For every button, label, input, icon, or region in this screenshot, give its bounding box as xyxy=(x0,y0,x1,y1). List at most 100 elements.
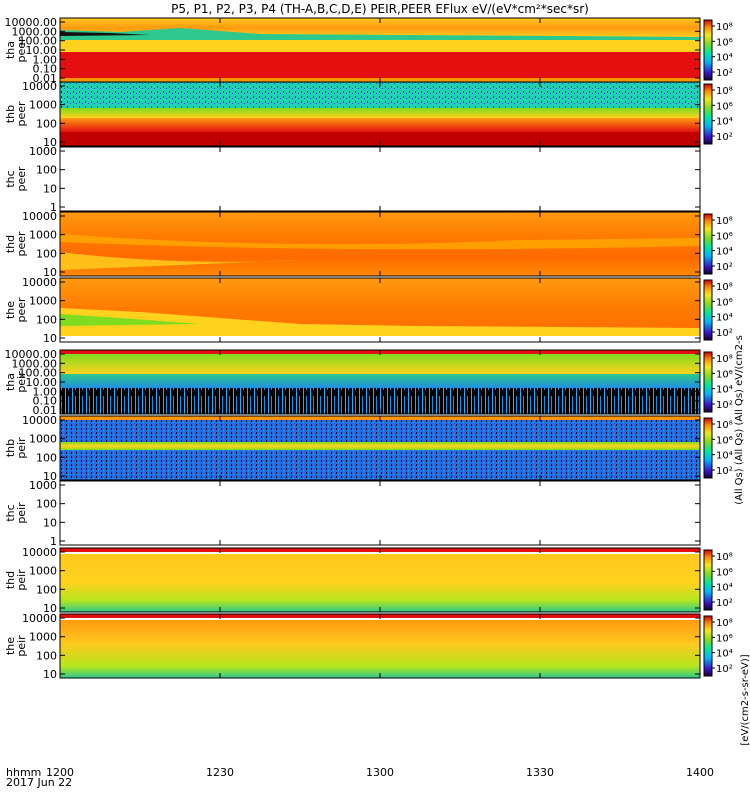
panel-probe-label: tha xyxy=(4,41,17,59)
panel-frame xyxy=(59,146,701,212)
colorbar xyxy=(703,549,713,611)
panel-species-label: peer xyxy=(15,37,28,63)
x-tick-label: 1300 xyxy=(366,766,394,779)
colorbar-tick-label: 10⁸ xyxy=(716,420,733,431)
y-tick-label: 10 xyxy=(43,266,57,279)
panel-probe-label: thc xyxy=(4,170,17,187)
panel-frame xyxy=(59,480,701,546)
y-tick-label: 10000 xyxy=(22,612,57,625)
panel-species-label: peer xyxy=(15,297,28,323)
energy-band xyxy=(60,108,700,118)
y-tick-label: 0.10 xyxy=(33,63,58,76)
energy-band xyxy=(60,40,700,52)
x-tick-label: 1400 xyxy=(686,766,714,779)
energy-band xyxy=(60,374,700,388)
y-tick-label: 10000 xyxy=(22,276,57,289)
y-tick-label: 100.00 xyxy=(19,35,58,48)
y-tick-label: 10 xyxy=(43,136,57,149)
energy-band xyxy=(60,118,700,132)
panel-species-label: peer xyxy=(15,166,28,192)
y-tick-label: 100 xyxy=(36,247,57,260)
panel-probe-label: the xyxy=(4,301,17,319)
y-tick-label: 10.00 xyxy=(26,376,58,389)
colorbar-tick-label: 10⁴ xyxy=(716,313,733,324)
y-tick-label: 10 xyxy=(43,602,57,615)
y-tick-label: 100 xyxy=(36,313,57,326)
y-tick-label: 10 xyxy=(43,668,57,681)
energy-band xyxy=(60,234,700,250)
time-axis-label: hhmm xyxy=(6,766,42,779)
colorbar-tick-label: 10⁶ xyxy=(716,567,733,578)
y-tick-label: 10 xyxy=(43,182,57,195)
y-tick-label: 10.00 xyxy=(26,44,58,57)
colorbar-tick-label: 10⁴ xyxy=(716,451,733,462)
panel-species-label: peer xyxy=(15,101,28,127)
panel-probe-label: thb xyxy=(4,439,17,457)
y-tick-label: 1000 xyxy=(29,631,57,644)
y-tick-label: 100 xyxy=(36,117,57,130)
energy-band xyxy=(60,308,700,336)
colorbar-tick-label: 10² xyxy=(716,598,733,609)
y-tick-label: 100 xyxy=(36,583,57,596)
energy-band xyxy=(60,554,700,612)
y-tick-label: 10 xyxy=(43,516,57,529)
y-tick-label: 1000 xyxy=(29,479,57,492)
colorbar xyxy=(703,19,713,81)
y-tick-label: 1000 xyxy=(29,99,57,112)
energy-band xyxy=(60,420,700,442)
panel-species-label: peir xyxy=(15,502,28,524)
colorbar-tick-label: 10² xyxy=(716,68,733,79)
y-tick-label: 10000 xyxy=(22,210,57,223)
x-tick-label: 1230 xyxy=(206,766,234,779)
x-tick-label: 1200 xyxy=(46,766,74,779)
colorbar xyxy=(703,279,713,341)
colorbar-tick-label: 10² xyxy=(716,466,733,477)
y-tick-label: 100.00 xyxy=(19,367,58,380)
energy-band xyxy=(60,620,700,678)
date-label: 2017 Jun 22 xyxy=(6,776,73,789)
y-tick-label: 1000.00 xyxy=(12,25,58,38)
y-tick-label: 100 xyxy=(36,498,57,511)
colorbar-tick-label: 10² xyxy=(716,664,733,675)
y-tick-label: 10000.00 xyxy=(5,16,58,29)
energy-band xyxy=(60,442,700,450)
panel-probe-label: tha xyxy=(4,373,17,391)
y-tick-label: 1.00 xyxy=(33,385,58,398)
panel-probe-label: thd xyxy=(4,571,17,589)
colorbar-tick-label: 10⁴ xyxy=(716,53,733,64)
colorbar-tick-label: 10⁸ xyxy=(716,22,733,33)
y-tick-label: 1.00 xyxy=(33,53,58,66)
colorbar-tick-label: 10⁶ xyxy=(716,297,733,308)
chart-title: P5, P1, P2, P3, P4 (TH-A,B,C,D,E) PEIR,P… xyxy=(171,2,589,16)
colorbar-tick-label: 10⁶ xyxy=(716,633,733,644)
y-tick-label: 1 xyxy=(50,201,57,214)
colorbar-tick-label: 10⁶ xyxy=(716,369,733,380)
colorbar-tick-label: 10⁸ xyxy=(716,216,733,227)
energy-band xyxy=(60,354,700,374)
panel-species-label: peer xyxy=(15,231,28,257)
panel-probe-label: thb xyxy=(4,105,17,123)
y-tick-label: 10000 xyxy=(22,80,57,93)
panel-probe-label: thd xyxy=(4,235,17,253)
y-tick-label: 1000.00 xyxy=(12,357,58,370)
panel-species-label: peir xyxy=(15,635,28,657)
colorbar xyxy=(703,83,713,145)
colorbar-units-label-bottom: [eV/(cm2-s-sr-eV)] xyxy=(740,654,750,745)
y-tick-label: 1000 xyxy=(29,295,57,308)
energy-band xyxy=(60,28,700,40)
colorbar xyxy=(703,351,713,413)
colorbar-tick-label: 10⁸ xyxy=(716,354,733,365)
panel-probe-label: the xyxy=(4,637,17,655)
